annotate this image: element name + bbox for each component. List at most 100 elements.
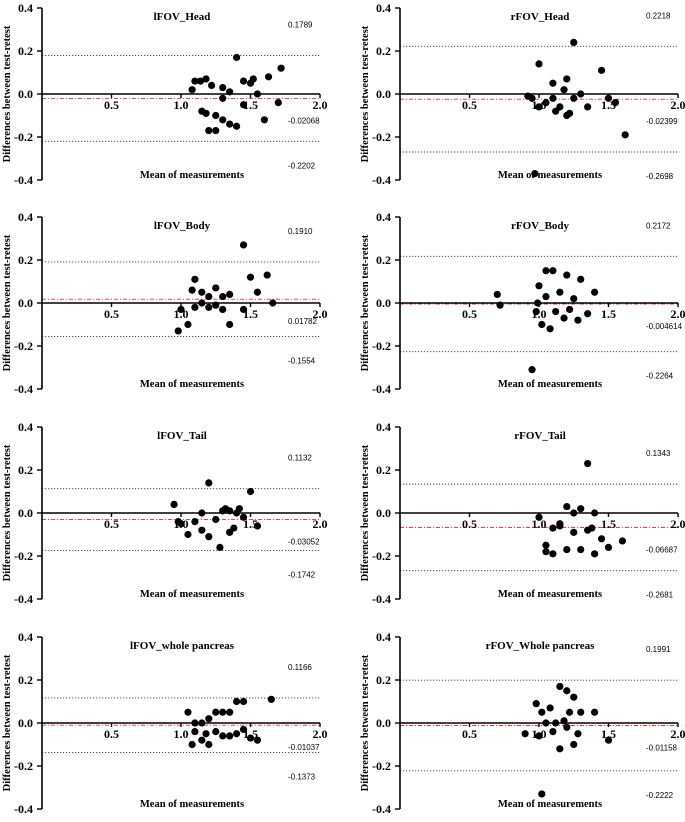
x-axis-label: Mean of measurements xyxy=(498,170,602,181)
data-point xyxy=(531,169,539,178)
data-point xyxy=(263,271,271,279)
y-tick-label: 0.2 xyxy=(18,463,33,477)
upper-loa-label: 0.2218 xyxy=(646,11,671,20)
data-point xyxy=(591,708,599,716)
data-point xyxy=(621,131,629,139)
data-point xyxy=(563,502,571,511)
data-point xyxy=(552,107,560,115)
x-tick-label: 0.5 xyxy=(104,98,119,112)
y-tick-label: 0.4 xyxy=(376,1,391,15)
x-tick-label: 0.5 xyxy=(462,98,477,112)
bias-label: -0.06687 xyxy=(646,545,678,554)
y-tick-label: 0.4 xyxy=(18,210,33,224)
data-point xyxy=(205,303,213,311)
data-point xyxy=(191,303,199,311)
x-axis-label: Mean of measurements xyxy=(140,379,244,390)
data-point xyxy=(198,526,206,534)
data-point xyxy=(188,286,196,294)
data-point xyxy=(230,524,238,532)
data-point xyxy=(177,305,185,314)
y-tick-label: 0.2 xyxy=(18,44,33,58)
lower-loa-label: -0.1373 xyxy=(288,773,316,782)
y-tick-label: 0.2 xyxy=(376,463,391,477)
data-point xyxy=(570,295,578,303)
bias-label: -0.03052 xyxy=(288,538,320,547)
y-axis-label: Differences between test-retest xyxy=(360,234,371,371)
data-point xyxy=(249,75,257,83)
x-tick-label: 2.0 xyxy=(671,517,685,531)
y-tick-label: 0.0 xyxy=(376,506,391,520)
data-point xyxy=(198,736,206,744)
x-tick-label: 2.0 xyxy=(671,727,685,741)
chart-panel-6: rFOV_Tail Differences between test-retest… xyxy=(360,420,685,606)
x-axis-label: Mean of measurements xyxy=(140,589,244,600)
x-tick-label: 2.0 xyxy=(313,98,328,112)
x-tick-label: 0.5 xyxy=(104,727,119,741)
x-axis-label: Mean of measurements xyxy=(498,379,602,390)
data-point xyxy=(277,64,285,72)
y-tick-label: 0.4 xyxy=(18,630,33,644)
data-point xyxy=(549,524,557,532)
x-tick-label: 1.5 xyxy=(601,517,616,531)
upper-loa-label: 0.1789 xyxy=(288,21,313,30)
data-point xyxy=(184,708,192,716)
data-point xyxy=(584,459,592,468)
x-axis-label: Mean of measurements xyxy=(140,170,244,181)
data-point xyxy=(549,94,557,102)
x-tick-label: 0.5 xyxy=(104,517,119,531)
bias-label: -0.004614 xyxy=(646,322,683,331)
chart-panel-3: lFOV_Body Differences between test-retest… xyxy=(2,210,328,396)
chart-panel-5: lFOV_Tail Differences between test-retest… xyxy=(2,420,328,606)
data-point xyxy=(267,695,275,703)
data-point xyxy=(207,81,216,89)
data-point xyxy=(174,327,182,335)
y-tick-label: 0.0 xyxy=(376,87,391,101)
data-point xyxy=(570,94,578,102)
data-point xyxy=(570,509,578,517)
data-point xyxy=(570,38,578,47)
chart-title: rFOV_Tail xyxy=(514,430,566,442)
data-point xyxy=(219,83,227,92)
lower-loa-label: -0.2698 xyxy=(646,172,674,181)
chart-title: lFOV_Tail xyxy=(157,430,207,442)
data-point xyxy=(552,719,560,727)
data-point xyxy=(524,92,532,100)
data-point xyxy=(560,717,568,725)
data-point xyxy=(219,116,227,124)
y-tick-label: -0.2 xyxy=(372,759,391,773)
data-point xyxy=(212,126,220,135)
data-point xyxy=(198,719,206,727)
y-axis-label: Differences between test-retest xyxy=(360,25,371,162)
data-point xyxy=(577,545,585,554)
y-tick-label: 0.0 xyxy=(376,716,391,730)
data-point xyxy=(233,697,241,706)
data-point xyxy=(253,90,262,98)
upper-loa-label: 0.1343 xyxy=(646,449,671,458)
x-tick-label: 2.0 xyxy=(313,307,328,321)
lower-loa-label: -0.1554 xyxy=(288,356,316,365)
data-point xyxy=(253,288,262,296)
data-point xyxy=(604,543,613,552)
y-tick-label: -0.4 xyxy=(372,802,391,816)
data-point xyxy=(560,86,568,94)
data-point xyxy=(535,60,543,68)
y-tick-label: 0.2 xyxy=(376,253,391,267)
data-point xyxy=(535,732,543,740)
data-point xyxy=(584,310,592,318)
data-point xyxy=(556,522,564,530)
data-point xyxy=(239,305,248,314)
y-tick-label: 0.2 xyxy=(376,44,391,58)
data-point xyxy=(191,719,199,727)
bias-label: -0.02399 xyxy=(646,117,678,126)
x-tick-label: 1.5 xyxy=(601,307,616,321)
upper-loa-label: 0.1991 xyxy=(646,645,671,654)
data-point xyxy=(264,73,273,81)
data-point xyxy=(191,728,199,736)
data-point xyxy=(563,723,571,731)
y-tick-label: -0.2 xyxy=(14,130,33,144)
y-tick-label: -0.4 xyxy=(372,173,391,187)
upper-loa-label: 0.2172 xyxy=(646,221,671,230)
data-point xyxy=(549,550,557,558)
chart-title: lFOV_Body xyxy=(154,220,211,232)
